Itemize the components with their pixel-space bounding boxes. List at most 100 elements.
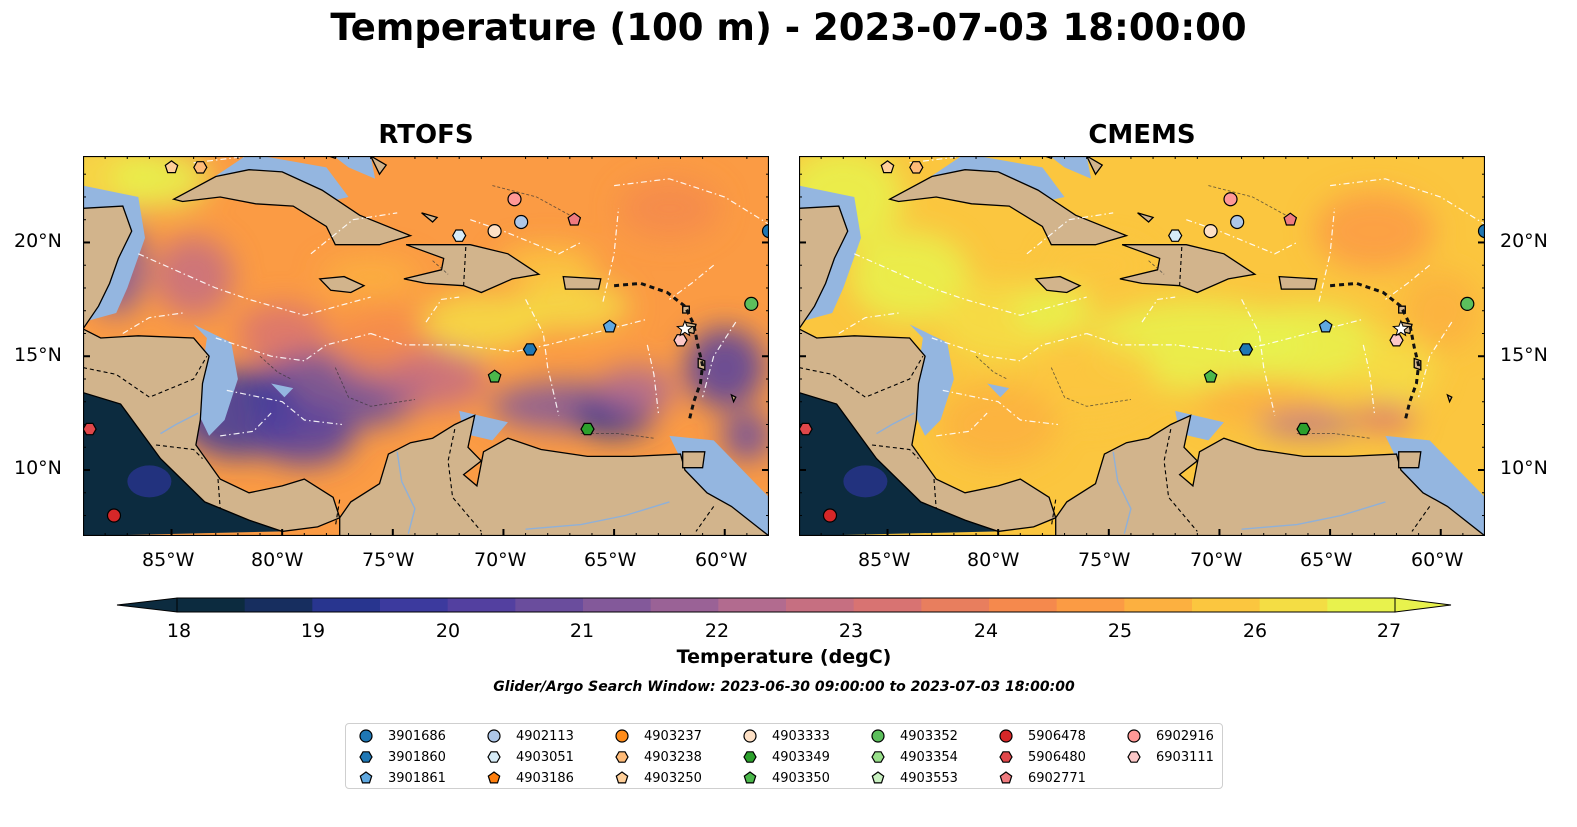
search-window-caption: Glider/Argo Search Window: 2023-06-30 09… [493, 679, 1075, 695]
hexagon-marker-icon [487, 751, 501, 763]
float-marker-4903349 [580, 422, 595, 436]
panel-title-rtofs: RTOFS [378, 120, 474, 150]
legend-marker [615, 771, 629, 784]
colorbar-segment [312, 598, 381, 612]
float-marker-3901686 [761, 223, 769, 239]
legend-item-4903333: 4903333 [742, 726, 830, 746]
float-marker-4902113 [514, 214, 529, 230]
shelf-shallow-water [1049, 156, 1092, 179]
colorbar-label: Temperature (degC) [676, 646, 892, 668]
legend-marker [743, 771, 757, 784]
legend-marker [1127, 729, 1141, 743]
legend-marker [871, 729, 885, 743]
float-marker-6902771 [567, 212, 582, 226]
country-border [871, 444, 919, 459]
lon-label-65w-right: 65°W [1300, 549, 1353, 571]
eez-boundary [370, 319, 646, 353]
float-marker-4903250 [164, 160, 179, 174]
float-marker-3901861 [1318, 319, 1333, 333]
lon-label-85w-left: 85°W [142, 549, 195, 571]
legend-label: 6902916 [1156, 728, 1214, 744]
colorbar-tick: 21 [569, 620, 595, 642]
circle-marker-icon [487, 729, 501, 743]
float-marker-4903250 [880, 160, 895, 174]
country-border [217, 479, 221, 509]
country-border [933, 479, 937, 509]
legend-marker [743, 729, 757, 743]
country-border [334, 499, 341, 527]
float-marker-4903353 [1460, 296, 1475, 312]
legend-label: 4903553 [900, 770, 958, 786]
lon-label-80w-left: 80°W [251, 549, 304, 571]
lon-label-75w-left: 75°W [362, 549, 415, 571]
eez-boundary [470, 219, 582, 255]
shelf-shallow-water [987, 383, 1010, 398]
colorbar-segment [583, 598, 652, 612]
colorbar-segment [515, 598, 584, 612]
legend-marker [999, 729, 1013, 743]
land-yucatan [799, 205, 849, 331]
map-frame [799, 156, 1485, 536]
pentagon-marker-icon [615, 771, 629, 784]
legend-marker [871, 751, 885, 763]
colorbar-extend-max [1394, 597, 1452, 613]
colorbar-segment [786, 598, 855, 612]
eez-boundary [310, 212, 398, 255]
river [1241, 501, 1386, 530]
float-marker-5906478 [822, 508, 838, 523]
legend-item-4903250: 4903250 [614, 768, 702, 788]
bathymetry-contour [334, 367, 415, 407]
eez-boundary [1318, 208, 1336, 302]
country-border [1411, 506, 1431, 532]
land-hispaniola [1119, 244, 1257, 294]
circle-marker-icon [615, 729, 629, 743]
legend-marker [871, 771, 885, 784]
pentagon-marker-icon [871, 771, 885, 784]
hexagon-marker-icon [743, 751, 757, 763]
eez-boundary [1241, 299, 1276, 416]
legend-item-5906478: 5906478 [998, 726, 1086, 746]
bathymetry-contour [1050, 367, 1131, 407]
country-border [1050, 499, 1057, 527]
pacific-ocean [83, 392, 283, 536]
colorbar-tick: 27 [1376, 620, 1402, 642]
colorbar-tick: 22 [704, 620, 730, 642]
legend-label: 4903238 [644, 749, 702, 765]
legend-label: 6903111 [1156, 749, 1214, 765]
float-marker-4903350 [1203, 369, 1218, 383]
colorbar-segment [380, 598, 449, 612]
legend-label: 4903349 [772, 749, 830, 765]
float-marker-4903350 [487, 369, 502, 383]
circle-marker-icon [743, 729, 757, 743]
lesser-antilles [1329, 281, 1421, 421]
legend-marker [359, 751, 373, 763]
eez-boundary [838, 312, 899, 335]
eez-boundary [936, 412, 988, 437]
legend-item-4903238: 4903238 [614, 747, 702, 767]
colorbar-segment [1192, 598, 1261, 612]
circle-marker-icon [1127, 729, 1141, 743]
circle-marker-icon [999, 729, 1013, 743]
land-bahamas3 [421, 212, 439, 223]
lon-label-65w-left: 65°W [584, 549, 637, 571]
eez-boundary [1086, 319, 1362, 353]
country-border [799, 355, 924, 398]
legend-item-6902771: 6902771 [998, 768, 1086, 788]
colorbar-tick: 26 [1242, 620, 1268, 642]
lon-label-75w-right: 75°W [1078, 549, 1131, 571]
lon-label-70w-left: 70°W [474, 549, 527, 571]
eez-boundary [1418, 321, 1453, 398]
float-marker-5906480 [83, 422, 97, 436]
legend-item-5906480: 5906480 [998, 747, 1086, 767]
float-marker-3901686 [1477, 223, 1485, 239]
bathymetry-contour [975, 355, 1008, 380]
float-marker-3901860 [1238, 343, 1254, 356]
bathymetry-contour [432, 260, 449, 275]
colorbar-segment [853, 598, 922, 612]
eez-boundary [602, 208, 620, 302]
eez-boundary [614, 178, 769, 225]
lat-label-15n-left: 15°N [14, 344, 62, 366]
hexagon-marker-icon [871, 751, 885, 763]
legend-label: 3901860 [388, 749, 446, 765]
float-marker-3901861 [602, 319, 617, 333]
